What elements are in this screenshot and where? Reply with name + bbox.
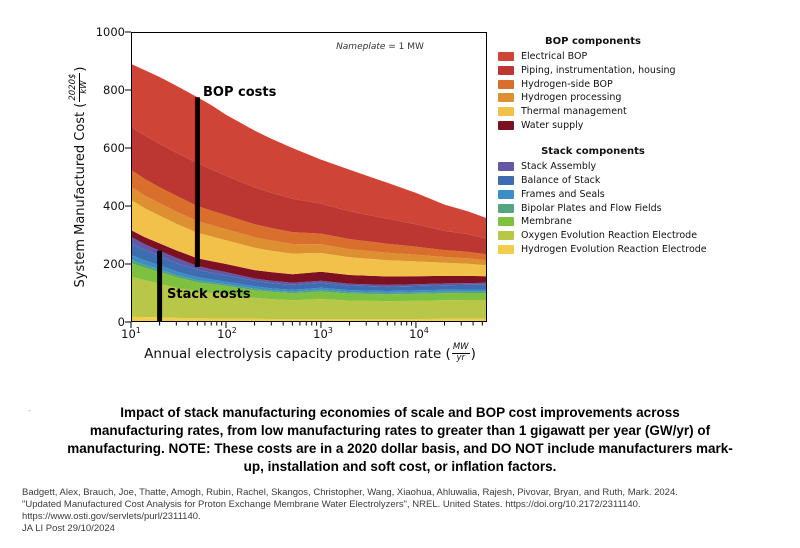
x-tick-10e1: 101 <box>121 326 141 341</box>
piping-swatch <box>498 66 514 76</box>
y-tick-0: 0 <box>117 315 125 329</box>
y-tick-800: 800 <box>103 83 125 97</box>
area-oxygen-evolution-reaction-electrode <box>131 276 487 320</box>
legend-item: Frames and Seals <box>498 188 798 202</box>
area-electrical-bop <box>131 63 487 239</box>
y-tick-400: 400 <box>103 199 125 213</box>
legend-bop-title: BOP components <box>545 36 641 47</box>
legend-item: Piping, instrumentation, housing <box>498 64 798 78</box>
caption-line: manufacturing. NOTE: These costs are in … <box>67 441 733 456</box>
area-hydrogen-side-bop <box>131 170 487 261</box>
nameplate-annotation: Nameplate = 1 MW <box>336 42 424 52</box>
area-hydrogen-evolution-reaction-electrode <box>131 316 487 322</box>
her-electrode-swatch <box>498 244 514 254</box>
balance-of-stack-swatch <box>498 176 514 186</box>
bop-costs-label: BOP costs <box>203 85 277 100</box>
axis-ticks <box>125 31 483 328</box>
y-tick-600: 600 <box>103 141 125 155</box>
figure-caption: Impact of stack manufacturing economies … <box>0 404 800 476</box>
citation-line: "Updated Manufactured Cost Analysis for … <box>22 499 641 510</box>
hydrogen-side-bop-swatch <box>498 79 514 89</box>
legend-stack-title: Stack components <box>541 146 645 158</box>
legend-item: Balance of Stack <box>498 174 798 188</box>
membrane-swatch <box>498 217 514 227</box>
legend-item: Thermal management <box>498 105 798 119</box>
legend-item: Oxygen Evolution Reaction Electrode <box>498 229 798 243</box>
stack-costs-label: Stack costs <box>167 287 251 302</box>
bipolar-plates-swatch <box>498 203 514 213</box>
area-piping-instrumentation-housing <box>131 126 487 255</box>
area-stack-assembly <box>131 236 487 287</box>
x-axis-label: Annual electrolysis capacity production … <box>144 342 476 363</box>
legend-item: Stack Assembly <box>498 160 798 174</box>
citation-line: https://www.osti.gov/servlets/purl/23111… <box>22 511 201 522</box>
caption-artifact-mark: - <box>28 406 32 416</box>
oer-electrode-swatch <box>498 230 514 240</box>
legend-item: Electrical BOP <box>498 50 798 64</box>
chart-legend: BOP components Electrical BOP Piping, in… <box>490 36 798 256</box>
plot-frame <box>131 32 487 322</box>
legend-item: Membrane <box>498 215 798 229</box>
area-thermal-management <box>131 199 487 277</box>
area-water-supply <box>131 230 487 285</box>
stacked-area-chart <box>125 31 487 328</box>
caption-line: up, installation and soft cost, or infla… <box>243 459 557 474</box>
thermal-management-swatch <box>498 107 514 117</box>
frames-and-seals-swatch <box>498 189 514 199</box>
x-tick-10e2: 102 <box>217 326 237 341</box>
legend-item: Hydrogen Evolution Reaction Electrode <box>498 242 798 256</box>
y-axis-label: System Manufactured Cost ( 2020$ kW ) <box>68 66 89 288</box>
caption-line: Impact of stack manufacturing economies … <box>120 405 680 420</box>
y-tick-1000: 1000 <box>95 25 125 39</box>
legend-item: Water supply <box>498 118 798 132</box>
citation: Badgett, Alex, Brauch, Joe, Thatte, Amog… <box>22 487 792 535</box>
area-hydrogen-processing <box>131 186 487 266</box>
x-tick-10e3: 103 <box>313 326 333 341</box>
legend-item: Hydrogen processing <box>498 91 798 105</box>
water-supply-swatch <box>498 120 514 130</box>
electrical-bop-swatch <box>498 52 514 62</box>
area-balance-of-stack <box>131 243 487 291</box>
legend-item: Bipolar Plates and Flow Fields <box>498 201 798 215</box>
hydrogen-processing-swatch <box>498 93 514 103</box>
legend-item: Hydrogen-side BOP <box>498 77 798 91</box>
x-tick-10e4: 104 <box>409 326 429 341</box>
stack-assembly-swatch <box>498 162 514 172</box>
y-tick-200: 200 <box>103 257 125 271</box>
citation-line: Badgett, Alex, Brauch, Joe, Thatte, Amog… <box>22 487 678 498</box>
x-axis-unit-fraction: MW yr <box>451 342 470 363</box>
area-membrane <box>131 263 487 302</box>
caption-line: manufacturing rates, from low manufactur… <box>89 423 711 438</box>
citation-line: JA LI Post 29/10/2024 <box>22 523 115 534</box>
